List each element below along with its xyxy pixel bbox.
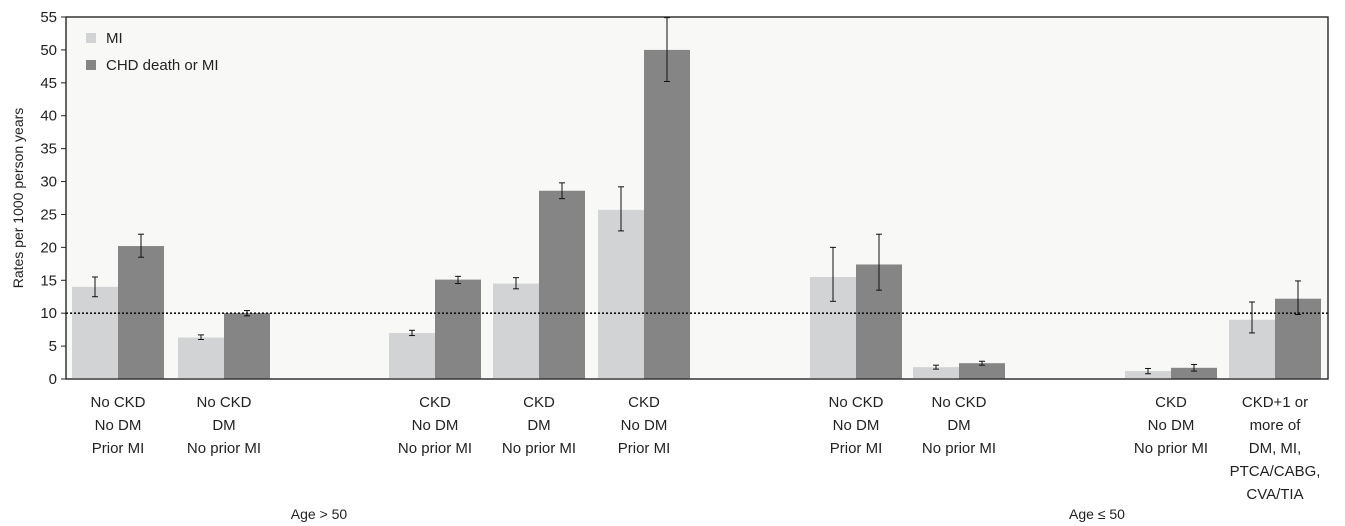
y-axis-title: Rates per 1000 person years: [10, 108, 26, 289]
category-label: more of: [1250, 417, 1302, 434]
bar-mi: [913, 367, 959, 379]
category-label: Prior MI: [830, 440, 883, 457]
bar-chd-death-or-mi: [435, 279, 481, 379]
category-label: No prior MI: [187, 440, 261, 457]
error-bar: [138, 233, 144, 258]
y-tick-label: 40: [40, 108, 57, 125]
error-bar: [1249, 301, 1255, 334]
plot-frame: [65, 16, 1329, 380]
error-bar: [664, 17, 670, 83]
category-label: PTCA/CABG,: [1230, 463, 1321, 480]
y-tick-label: 15: [40, 272, 57, 289]
y-axis: 0 5 10 15 20 25 30 35 40 45 50 55: [40, 9, 66, 388]
y-tick-label: 55: [40, 9, 57, 26]
legend: MI CHD death or MI: [86, 30, 219, 74]
category-label: DM: [212, 417, 235, 434]
group-label: Age ≤ 50: [1069, 506, 1125, 522]
legend-swatch: [86, 60, 96, 70]
bar-chd-death-or-mi: [644, 49, 690, 380]
y-tick-label: 5: [49, 338, 57, 355]
category-label: DM: [527, 417, 550, 434]
y-tick-label: 20: [40, 239, 57, 256]
y-tick-label: 45: [40, 75, 57, 92]
error-bar: [559, 182, 565, 200]
category-label: No DM: [1148, 417, 1195, 434]
error-bar: [979, 360, 985, 366]
y-tick-label: 50: [40, 42, 57, 59]
y-tick-label: 30: [40, 174, 57, 191]
bar-mi: [178, 337, 224, 379]
category-label: CKD: [523, 394, 555, 411]
category-label: No prior MI: [1134, 440, 1208, 457]
legend-label: CHD death or MI: [106, 57, 219, 74]
x-axis-labels: No CKD No DM Prior MI No CKD DM No prior MI CK…: [90, 394, 1320, 522]
category-label: No prior MI: [502, 440, 576, 457]
error-bar: [198, 334, 204, 341]
error-bar: [933, 364, 939, 370]
error-bar: [1191, 364, 1197, 372]
bar-mi: [598, 209, 644, 379]
y-tick-label: 0: [49, 371, 57, 388]
error-bar: [409, 329, 415, 337]
category-label: Prior MI: [92, 440, 145, 457]
error-bar: [1145, 367, 1151, 375]
category-label: DM, MI,: [1249, 440, 1302, 457]
error-bar: [455, 275, 461, 285]
bar-chd-death-or-mi: [959, 363, 1005, 379]
category-label: No DM: [95, 417, 142, 434]
category-label: CKD: [419, 394, 451, 411]
error-bar: [513, 277, 519, 290]
error-bar: [1295, 280, 1301, 315]
group-label: Age > 50: [291, 506, 348, 522]
bar-mi: [493, 283, 539, 379]
error-bar: [618, 186, 624, 232]
category-label: No prior MI: [398, 440, 472, 457]
category-label: No DM: [833, 417, 880, 434]
category-label: No CKD: [90, 394, 145, 411]
category-label: No DM: [621, 417, 668, 434]
legend-label: MI: [106, 30, 123, 47]
bar-mi: [1125, 371, 1171, 379]
category-label: No prior MI: [922, 440, 996, 457]
category-label: CKD: [1155, 394, 1187, 411]
bar-chd-death-or-mi: [118, 246, 164, 379]
category-label: CVA/TIA: [1246, 486, 1303, 503]
category-label: CKD+1 or: [1242, 394, 1308, 411]
error-bar: [92, 276, 98, 298]
bar-mi: [389, 332, 435, 379]
bar-mi: [72, 286, 118, 379]
y-tick-label: 35: [40, 141, 57, 158]
category-label: No CKD: [828, 394, 883, 411]
category-label: Prior MI: [618, 440, 671, 457]
category-label: DM: [947, 417, 970, 434]
category-label: No CKD: [196, 394, 251, 411]
bar-chd-death-or-mi: [224, 313, 270, 379]
legend-swatch: [86, 33, 96, 43]
category-label: No CKD: [931, 394, 986, 411]
y-tick-label: 25: [40, 206, 57, 223]
error-bar: [830, 246, 836, 302]
category-label: No DM: [412, 417, 459, 434]
bar-chd-death-or-mi: [539, 190, 585, 379]
category-label: CKD: [628, 394, 660, 411]
error-bar: [876, 233, 882, 291]
plot-area: [65, 16, 1329, 380]
y-tick-label: 10: [40, 305, 57, 322]
bar-chd-death-or-mi: [1171, 367, 1217, 379]
